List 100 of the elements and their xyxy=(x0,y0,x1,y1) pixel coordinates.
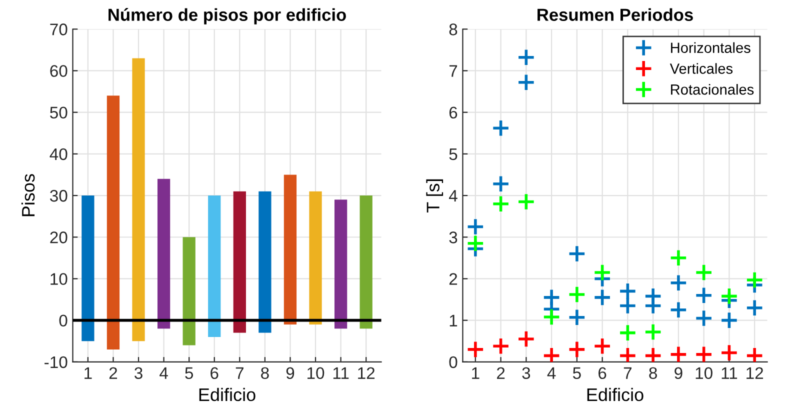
y-tick-label: -10 xyxy=(44,356,68,368)
y-tick-label: 0 xyxy=(59,314,68,327)
point xyxy=(669,300,688,319)
y-tick-label: 8 xyxy=(449,24,458,36)
x-tick-label: 4 xyxy=(160,367,168,379)
bar xyxy=(360,196,372,329)
point xyxy=(618,296,637,315)
y-tick-label: 30 xyxy=(50,190,68,202)
point xyxy=(618,282,637,300)
point xyxy=(593,288,612,306)
point xyxy=(644,322,662,341)
y-tick-label: 2 xyxy=(449,273,458,285)
x-tick-label: 5 xyxy=(185,367,194,380)
bar xyxy=(208,196,221,337)
point xyxy=(517,73,536,92)
point xyxy=(542,308,561,326)
point xyxy=(492,337,510,356)
x-tick-label: 7 xyxy=(236,367,244,379)
bar xyxy=(284,174,297,324)
bar xyxy=(182,237,196,346)
point xyxy=(492,174,510,193)
point xyxy=(568,308,586,326)
point xyxy=(466,218,484,236)
point xyxy=(466,234,484,252)
x-tick-label: 6 xyxy=(210,367,218,380)
legend-label: Rotacionales xyxy=(671,84,754,95)
bar xyxy=(309,191,322,324)
x-tick-label: 2 xyxy=(109,367,118,379)
x-tick-label: 2 xyxy=(497,367,505,379)
point xyxy=(720,344,738,362)
legend-label: Horizontales xyxy=(671,42,750,53)
chart-title: Resumen Periodos xyxy=(538,8,693,21)
point xyxy=(568,286,586,304)
point xyxy=(492,194,510,213)
x-axis-title: Edificio xyxy=(199,388,256,402)
y-axis-title: Pisos xyxy=(21,174,35,216)
y-tick-label: 6 xyxy=(449,106,458,119)
point xyxy=(669,248,688,267)
y-tick-label: 20 xyxy=(50,232,68,244)
bar xyxy=(233,191,246,333)
point xyxy=(542,346,561,362)
bar xyxy=(132,58,145,342)
point xyxy=(466,340,484,358)
point xyxy=(593,337,612,356)
x-tick-label: 10 xyxy=(308,367,324,380)
point xyxy=(618,324,637,342)
x-tick-label: 9 xyxy=(674,367,682,380)
y-tick-label: 40 xyxy=(50,148,68,160)
bar xyxy=(334,200,348,329)
y-tick-label: 1 xyxy=(450,314,458,326)
point xyxy=(517,192,536,211)
x-tick-label: 1 xyxy=(84,367,92,379)
x-tick-label: 11 xyxy=(333,367,349,379)
bar xyxy=(106,96,120,350)
x-tick-label: 8 xyxy=(261,367,269,380)
y-tick-label: 70 xyxy=(50,24,68,36)
x-tick-label: 12 xyxy=(746,367,764,379)
x-tick-label: 1 xyxy=(472,367,480,379)
x-axis-title: Edificio xyxy=(587,388,644,402)
point xyxy=(517,48,536,66)
point xyxy=(644,346,662,362)
y-tick-label: 4 xyxy=(448,190,458,202)
point xyxy=(746,298,764,317)
point xyxy=(669,274,688,292)
point xyxy=(492,119,510,138)
point xyxy=(694,286,713,304)
x-tick-label: 5 xyxy=(572,367,581,380)
y-axis-title: T [s] xyxy=(426,179,444,213)
y-tick-label: 10 xyxy=(50,273,68,285)
point xyxy=(720,287,738,306)
point xyxy=(593,263,612,282)
x-tick-label: 11 xyxy=(722,367,738,379)
x-tick-label: 3 xyxy=(134,367,142,380)
point xyxy=(694,263,713,282)
y-tick-label: 5 xyxy=(449,148,458,160)
x-tick-label: 4 xyxy=(547,367,556,379)
x-tick-label: 6 xyxy=(598,367,606,380)
point xyxy=(746,346,764,362)
bar xyxy=(82,196,94,342)
x-tick-label: 8 xyxy=(649,367,657,380)
y-tick-label: 0 xyxy=(449,356,458,368)
x-tick-label: 9 xyxy=(286,367,294,380)
x-tick-label: 12 xyxy=(358,367,375,379)
point xyxy=(746,270,764,289)
point xyxy=(568,244,586,263)
point xyxy=(644,296,662,315)
y-tick-label: 60 xyxy=(50,65,68,77)
point xyxy=(694,345,713,362)
point xyxy=(618,346,637,362)
x-tick-label: 10 xyxy=(696,367,712,380)
x-tick-label: 3 xyxy=(522,367,530,380)
legend-label: Verticales xyxy=(670,63,733,74)
point xyxy=(720,311,738,330)
x-tick-label: 7 xyxy=(624,367,632,379)
bar xyxy=(258,191,272,333)
chart-title: Número de pisos por edificio xyxy=(108,8,346,24)
y-tick-label: 3 xyxy=(449,232,458,244)
bar xyxy=(157,178,170,329)
point xyxy=(517,330,536,348)
y-tick-label: 7 xyxy=(449,65,458,77)
